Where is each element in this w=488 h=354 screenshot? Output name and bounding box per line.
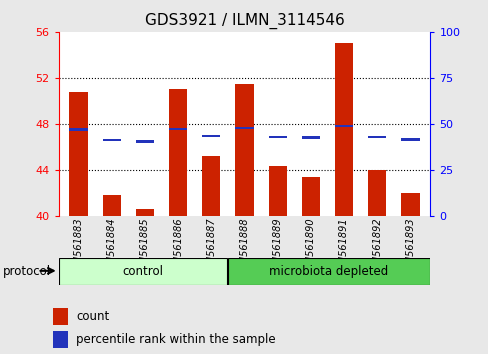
Title: GDS3921 / ILMN_3114546: GDS3921 / ILMN_3114546	[144, 13, 344, 29]
Bar	[136, 209, 154, 216]
Bar	[268, 166, 286, 216]
Text: count: count	[76, 310, 109, 323]
Bar	[102, 195, 121, 216]
Bar	[334, 44, 352, 216]
Bar	[334, 125, 352, 127]
Bar	[169, 128, 187, 130]
Bar	[59, 258, 227, 285]
Bar	[202, 135, 220, 137]
Bar	[53, 308, 68, 325]
Bar	[235, 127, 253, 129]
Text: protocol: protocol	[2, 266, 50, 278]
Bar	[69, 128, 87, 131]
Text: control: control	[122, 265, 163, 278]
Bar	[169, 89, 187, 216]
Bar	[401, 193, 419, 216]
Bar	[301, 136, 319, 139]
Bar	[367, 170, 386, 216]
Bar	[102, 139, 121, 141]
Bar	[69, 92, 87, 216]
Bar	[202, 156, 220, 216]
Text: percentile rank within the sample: percentile rank within the sample	[76, 333, 275, 346]
Bar	[53, 331, 68, 348]
Bar	[235, 84, 253, 216]
Bar	[136, 140, 154, 143]
Bar	[227, 258, 429, 285]
Bar	[401, 138, 419, 141]
Bar	[268, 136, 286, 138]
Bar	[301, 177, 319, 216]
Bar	[367, 136, 386, 138]
Text: microbiota depleted: microbiota depleted	[269, 265, 388, 278]
